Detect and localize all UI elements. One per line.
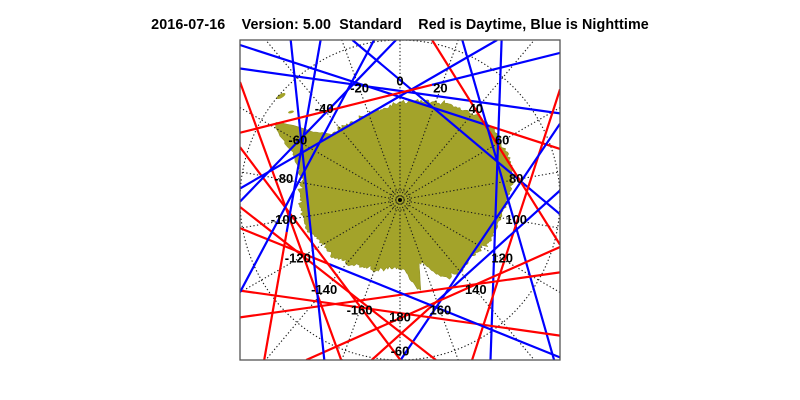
svg-text:120: 120 [491, 250, 513, 265]
svg-text:-60: -60 [391, 343, 410, 358]
svg-text:-60: -60 [288, 132, 307, 147]
svg-text:-100: -100 [271, 212, 297, 227]
svg-text:-20: -20 [350, 81, 369, 96]
svg-text:-140: -140 [311, 282, 337, 297]
svg-text:140: 140 [465, 282, 487, 297]
svg-text:-80: -80 [274, 171, 293, 186]
svg-text:80: 80 [509, 171, 523, 186]
svg-text:180: 180 [389, 309, 411, 324]
svg-text:20: 20 [433, 81, 447, 96]
svg-text:0: 0 [396, 73, 403, 88]
svg-text:-120: -120 [285, 250, 311, 265]
svg-text:40: 40 [469, 101, 483, 116]
svg-text:-40: -40 [315, 101, 334, 116]
svg-text:60: 60 [495, 132, 509, 147]
svg-text:-160: -160 [347, 302, 373, 317]
svg-text:100: 100 [505, 212, 527, 227]
svg-text:160: 160 [430, 302, 452, 317]
